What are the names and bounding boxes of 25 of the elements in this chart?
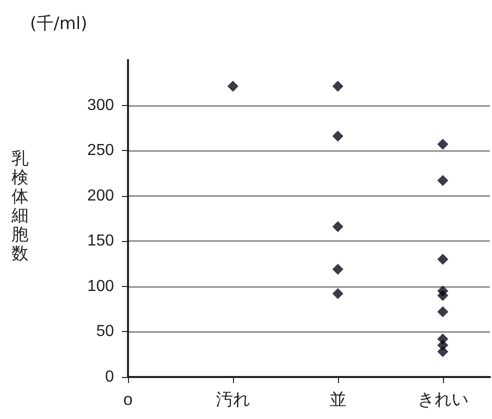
point	[437, 290, 448, 301]
text: (千/ml)	[30, 13, 88, 35]
point	[332, 221, 344, 232]
y-tick-label: 100	[87, 278, 114, 295]
x-tick-label: 並	[329, 390, 346, 409]
point	[332, 264, 344, 275]
point	[332, 130, 344, 142]
x-tick-label: きれい	[417, 390, 468, 409]
point	[437, 306, 448, 318]
point	[437, 174, 448, 186]
y-tick-label: 150	[87, 232, 114, 250]
point	[332, 288, 344, 300]
x-tick-label: o	[123, 390, 133, 409]
point	[437, 138, 448, 150]
point	[227, 80, 238, 92]
y-tick-label: 200	[87, 187, 114, 204]
point	[332, 80, 344, 92]
x-tick-label: 汚れ	[216, 390, 250, 409]
y-tick-label: 50	[96, 323, 114, 340]
y-tick-label: 250	[87, 142, 114, 160]
y-axis-title: 乳検体細胞数	[10, 149, 30, 264]
point	[437, 254, 448, 265]
point	[437, 346, 448, 358]
y-tick-label: 300	[87, 96, 114, 114]
y-tick-label: 0	[105, 368, 114, 386]
